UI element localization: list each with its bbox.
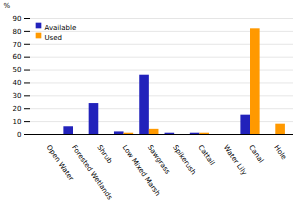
svg-text:Low Mixed Marsh: Low Mixed Marsh bbox=[120, 143, 162, 198]
svg-text:Canal: Canal bbox=[247, 144, 265, 165]
svg-text:Water Lily: Water Lily bbox=[222, 144, 249, 177]
svg-text:Shrub: Shrub bbox=[95, 144, 114, 166]
svg-text:Available: Available bbox=[45, 24, 77, 32]
svg-text:%: % bbox=[4, 2, 11, 10]
svg-text:80: 80 bbox=[13, 28, 22, 36]
svg-text:30: 30 bbox=[13, 92, 22, 100]
svg-text:0: 0 bbox=[17, 131, 21, 139]
svg-text:Used: Used bbox=[45, 34, 63, 42]
svg-text:Hole: Hole bbox=[272, 144, 288, 162]
svg-text:10: 10 bbox=[13, 118, 22, 126]
svg-text:50: 50 bbox=[13, 66, 22, 74]
svg-text:Spikerush: Spikerush bbox=[171, 144, 197, 177]
svg-text:90: 90 bbox=[13, 15, 22, 23]
svg-text:Forested Wetlands: Forested Wetlands bbox=[70, 144, 114, 202]
svg-text:Open Water: Open Water bbox=[45, 144, 75, 183]
svg-text:Cattail: Cattail bbox=[196, 144, 216, 167]
svg-text:70: 70 bbox=[13, 41, 22, 49]
svg-text:60: 60 bbox=[13, 53, 22, 61]
svg-text:40: 40 bbox=[13, 79, 22, 87]
svg-text:Sawgrass: Sawgrass bbox=[146, 144, 172, 176]
svg-text:20: 20 bbox=[13, 105, 22, 113]
